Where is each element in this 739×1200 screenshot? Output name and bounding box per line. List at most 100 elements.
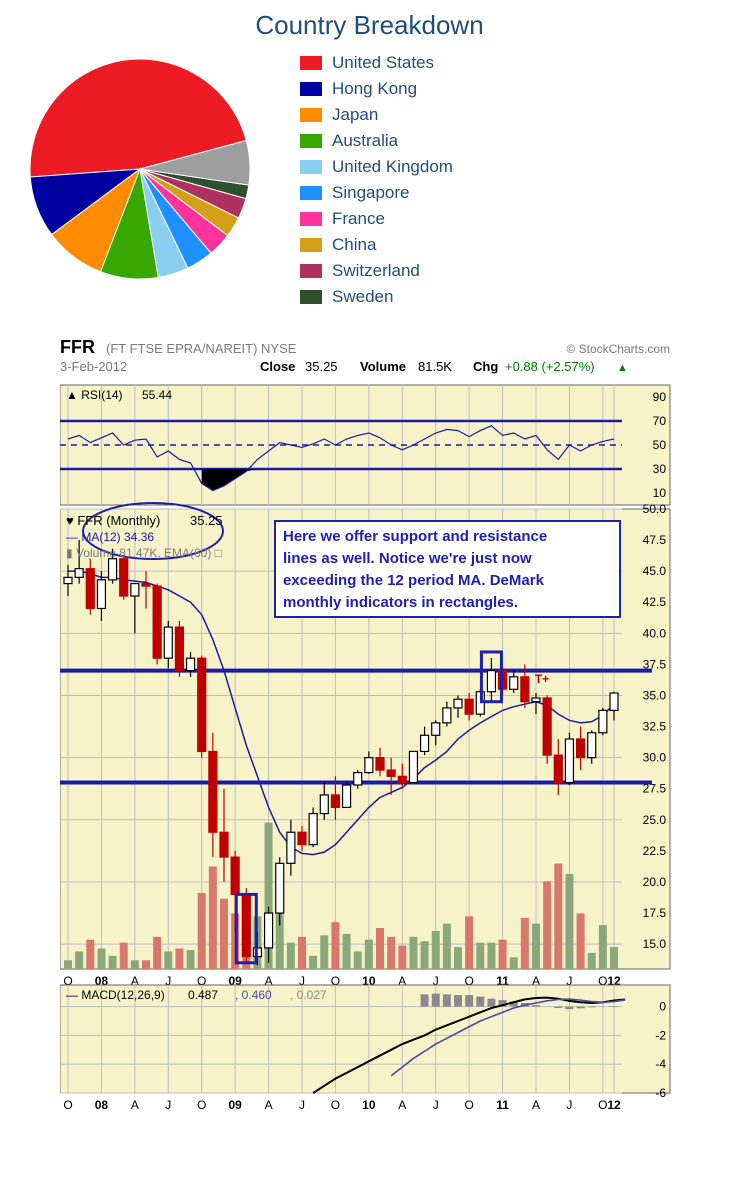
svg-text:© StockCharts.com: © StockCharts.com (566, 342, 670, 356)
legend-row: United Kingdom (300, 157, 453, 177)
svg-text:17.5: 17.5 (643, 906, 667, 920)
legend-swatch (300, 134, 322, 148)
legend-label: United Kingdom (332, 157, 453, 177)
svg-text:▮ Volume 81,47K, EMA(60) □: ▮ Volume 81,47K, EMA(60) □ (66, 546, 222, 560)
svg-text:81.5K: 81.5K (418, 359, 452, 374)
svg-text:A: A (265, 1098, 273, 1112)
svg-text:Close: Close (260, 359, 295, 374)
svg-text:monthly indicators in rectangl: monthly indicators in rectangles. (283, 594, 518, 611)
legend-label: Australia (332, 131, 398, 151)
legend-label: Singapore (332, 183, 410, 203)
svg-text:15.0: 15.0 (643, 937, 667, 951)
legend-row: Hong Kong (300, 79, 453, 99)
legend-swatch (300, 108, 322, 122)
pie-chart (20, 49, 260, 289)
legend-row: France (300, 209, 453, 229)
svg-text:A: A (532, 1098, 540, 1112)
svg-text:22.5: 22.5 (643, 844, 667, 858)
legend-swatch (300, 56, 322, 70)
svg-text:♥ FFR (Monthly): ♥ FFR (Monthly) (66, 513, 160, 528)
svg-text:25.0: 25.0 (643, 813, 667, 827)
svg-text:J: J (433, 1098, 439, 1112)
svg-text:Here we offer support and resi: Here we offer support and resistance (283, 528, 547, 545)
svg-text:FFR: FFR (60, 337, 95, 357)
svg-text:— MACD(12,26,9): — MACD(12,26,9) (66, 988, 165, 1002)
svg-text:O: O (331, 1098, 340, 1112)
svg-text:10: 10 (653, 486, 667, 500)
svg-text:32.5: 32.5 (643, 720, 667, 734)
svg-text:, 0.027: , 0.027 (290, 988, 327, 1002)
svg-text:O: O (63, 1098, 72, 1112)
legend-label: Sweden (332, 287, 393, 307)
pie-section: Country Breakdown United States Hong Kong… (0, 0, 739, 327)
svg-text:20.0: 20.0 (643, 875, 667, 889)
stock-section: FFR (FT FTSE EPRA/NAREIT) NYSE © StockChar… (0, 327, 739, 1137)
svg-text:47.5: 47.5 (643, 533, 667, 547)
svg-text:40.0: 40.0 (643, 626, 667, 640)
svg-text:90: 90 (653, 390, 667, 404)
svg-text:A: A (398, 1098, 406, 1112)
legend-row: China (300, 235, 453, 255)
svg-text:50.0: 50.0 (643, 502, 667, 516)
svg-text:+0.88 (+2.57%): +0.88 (+2.57%) (505, 359, 595, 374)
svg-text:35.0: 35.0 (643, 688, 667, 702)
legend-label: Switzerland (332, 261, 420, 281)
svg-text:50: 50 (653, 438, 667, 452)
legend-row: Australia (300, 131, 453, 151)
svg-text:O: O (598, 1098, 607, 1112)
legend-swatch (300, 186, 322, 200)
svg-text:, 0.460: , 0.460 (235, 988, 272, 1002)
stock-chart: FFR (FT FTSE EPRA/NAREIT) NYSE © StockChar… (60, 337, 720, 1117)
svg-text:35.25: 35.25 (305, 359, 338, 374)
legend-swatch (300, 82, 322, 96)
svg-text:45.0: 45.0 (643, 564, 667, 578)
svg-text:30: 30 (653, 462, 667, 476)
svg-text:▲: ▲ (617, 362, 628, 374)
legend-swatch (300, 264, 322, 278)
legend-label: China (332, 235, 376, 255)
svg-text:30.0: 30.0 (643, 751, 667, 765)
svg-text:-2: -2 (655, 1028, 666, 1042)
legend-label: United States (332, 53, 434, 73)
svg-text:70: 70 (653, 414, 667, 428)
svg-text:10: 10 (362, 1098, 376, 1112)
svg-text:(FT FTSE EPRA/NAREIT) NYSE: (FT FTSE EPRA/NAREIT) NYSE (106, 341, 297, 356)
svg-text:▲ RSI(14): ▲ RSI(14) (66, 388, 123, 402)
svg-text:-6: -6 (655, 1086, 666, 1100)
svg-text:08: 08 (95, 1098, 109, 1112)
svg-text:-4: -4 (655, 1057, 666, 1071)
svg-text:J: J (165, 1098, 171, 1112)
svg-text:A: A (131, 1098, 139, 1112)
legend-label: France (332, 209, 385, 229)
svg-text:J: J (299, 1098, 305, 1112)
legend-swatch (300, 238, 322, 252)
svg-text:12: 12 (607, 1098, 621, 1112)
legend-swatch (300, 212, 322, 226)
legend-swatch (300, 290, 322, 304)
legend-label: Hong Kong (332, 79, 417, 99)
legend-row: Japan (300, 105, 453, 125)
legend-row: United States (300, 53, 453, 73)
svg-text:42.5: 42.5 (643, 595, 667, 609)
svg-text:0: 0 (659, 1000, 666, 1014)
svg-text:lines as well. Notice we're ju: lines as well. Notice we're just now (283, 550, 532, 567)
legend-row: Singapore (300, 183, 453, 203)
pie-title: Country Breakdown (20, 10, 719, 41)
svg-text:Chg: Chg (473, 359, 498, 374)
pie-body: United States Hong Kong Japan Australia Unit… (20, 49, 719, 307)
svg-text:55.44: 55.44 (142, 388, 172, 402)
legend-label: Japan (332, 105, 378, 125)
svg-text:O: O (197, 1098, 206, 1112)
svg-text:T+: T+ (535, 672, 549, 686)
pie-legend: United States Hong Kong Japan Australia Unit… (300, 53, 453, 307)
svg-text:exceeding the 12 period MA. De: exceeding the 12 period MA. DeMark (283, 572, 545, 589)
svg-text:11: 11 (496, 1098, 509, 1112)
svg-text:0.487: 0.487 (188, 988, 218, 1002)
svg-text:Volume: Volume (360, 359, 406, 374)
legend-row: Sweden (300, 287, 453, 307)
svg-text:— MA(12) 34.36: — MA(12) 34.36 (66, 530, 154, 544)
svg-text:3-Feb-2012: 3-Feb-2012 (60, 359, 127, 374)
svg-text:09: 09 (228, 1098, 242, 1112)
svg-text:J: J (566, 1098, 572, 1112)
legend-row: Switzerland (300, 261, 453, 281)
